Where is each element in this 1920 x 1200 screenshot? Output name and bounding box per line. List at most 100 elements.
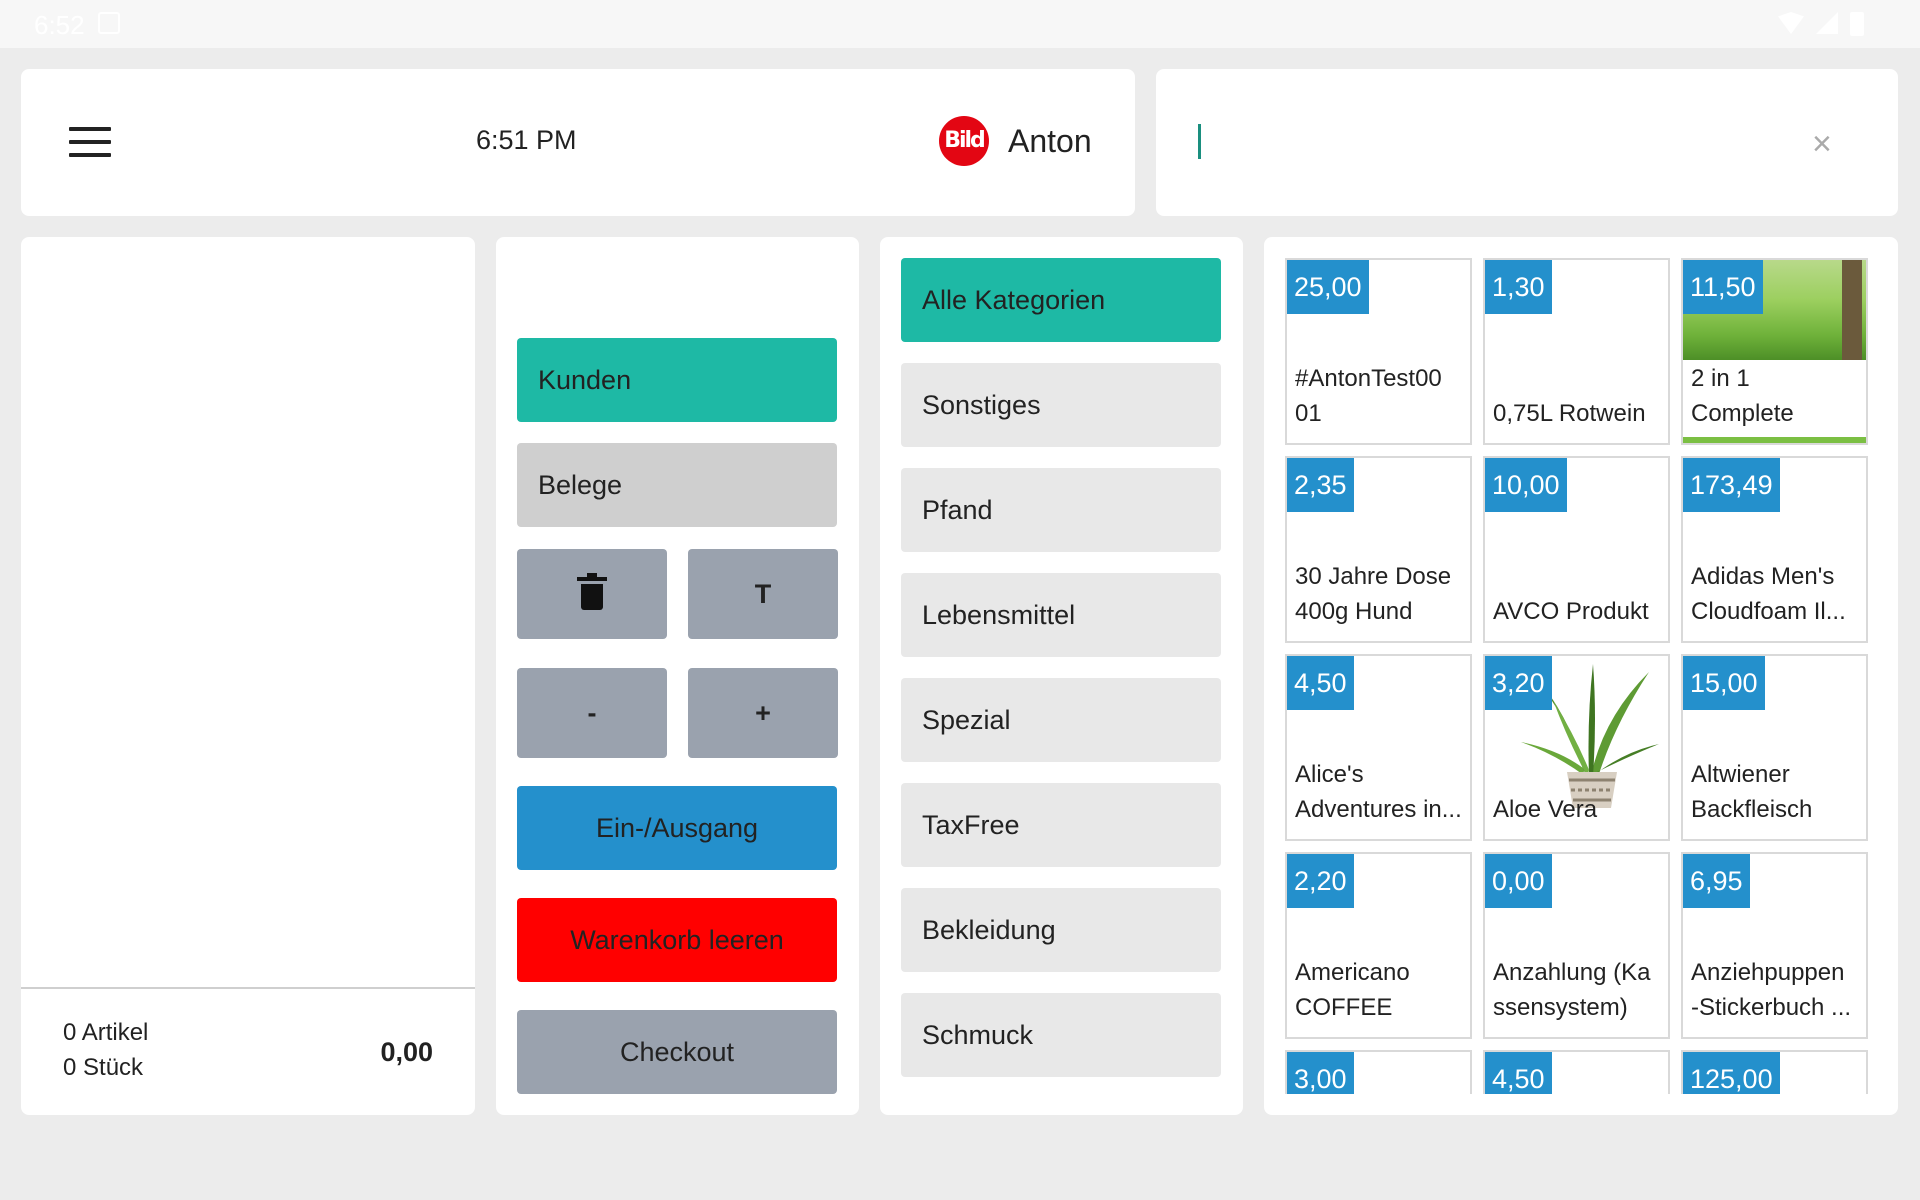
actions-panel: Kunden Belege T - + Ein-/Ausgang Warenko… [496,237,859,1115]
product-price: 11,50 [1683,260,1763,314]
delete-button[interactable] [517,549,667,639]
product-price: 4,50 [1485,1052,1552,1094]
search-panel: × [1156,69,1898,216]
categories-panel: Alle Kategorien Sonstiges Pfand Lebensmi… [880,237,1243,1115]
user-name[interactable]: Anton [1008,123,1092,159]
signal-icon [1816,12,1838,34]
aloe-plant-image [1521,664,1659,808]
status-bar: 6:52 [0,0,1920,48]
product-price: 25,00 [1287,260,1369,314]
category-taxfree[interactable]: TaxFree [901,783,1221,867]
product-tile[interactable]: 6,95 Anziehpuppen -Stickerbuch ... [1681,852,1868,1039]
product-name-line: Adidas Men's [1691,563,1835,590]
minus-button[interactable]: - [517,668,667,758]
product-tile[interactable]: 11,50 2 in 1 Complete [1681,258,1868,445]
product-name: Anziehpuppen -Stickerbuch ... [1691,955,1863,1025]
product-name: Americano COFFEE [1295,955,1467,1025]
product-price: 3,00 [1287,1052,1354,1094]
category-bekleidung[interactable]: Bekleidung [901,888,1221,972]
product-name: #AntonTest00 01 [1295,361,1467,431]
cart-piece-count: 0 Stück [63,1054,144,1081]
product-grid: 25,00 #AntonTest00 01 1,30 0,75L Rotwein… [1285,258,1879,1094]
search-input[interactable] [1196,117,1756,167]
product-name-line: Complete [1691,400,1794,427]
product-price: 0,00 [1485,854,1552,908]
product-price: 6,95 [1683,854,1750,908]
product-tile[interactable]: 15,00 Altwiener Backfleisch [1681,654,1868,841]
product-tile[interactable]: 2,35 30 Jahre Dose 400g Hund [1285,456,1472,643]
product-price: 15,00 [1683,656,1765,710]
product-name: Adidas Men's Cloudfoam Il... [1691,559,1863,629]
product-name-line: Backfleisch [1691,796,1813,823]
product-name: Aloe Vera [1493,792,1665,827]
product-name-line: AVCO Produkt [1493,598,1649,625]
screenshot-icon [98,12,120,34]
checkout-button[interactable]: Checkout [517,1010,837,1094]
product-name-line: Aloe Vera [1493,796,1598,823]
bild-logo: Bild [939,116,989,166]
kunden-button[interactable]: Kunden [517,338,837,422]
product-price: 2,20 [1287,854,1354,908]
product-tile[interactable]: 0,00 Anzahlung (Ka ssensystem) [1483,852,1670,1039]
product-name-line: 0,75L Rotwein [1493,400,1646,427]
wifi-icon [1778,12,1804,34]
product-tile[interactable]: 125,00 [1681,1050,1868,1094]
product-price: 1,30 [1485,260,1552,314]
products-panel: 25,00 #AntonTest00 01 1,30 0,75L Rotwein… [1264,237,1898,1115]
product-name-line: Americano [1295,959,1410,986]
product-tile[interactable]: 3,00 [1285,1050,1472,1094]
product-name: 30 Jahre Dose 400g Hund [1295,559,1467,629]
cart-article-count: 0 Artikel [63,1019,149,1046]
product-tile[interactable]: 4,50 [1483,1050,1670,1094]
cart-divider [21,987,475,989]
category-alle-kategorien[interactable]: Alle Kategorien [901,258,1221,342]
status-bar-time: 6:52 [34,10,85,40]
product-tile[interactable]: 3,20 Aloe Vera [1483,654,1670,841]
product-price: 2,35 [1287,458,1354,512]
product-image-strip [1683,437,1866,443]
product-name-line: Alice's [1295,761,1364,788]
product-name-line: #AntonTest00 [1295,365,1442,392]
product-price: 173,49 [1683,458,1780,512]
product-tile[interactable]: 1,30 0,75L Rotwein [1483,258,1670,445]
ein-ausgang-button[interactable]: Ein-/Ausgang [517,786,837,870]
close-icon[interactable]: × [1812,125,1832,163]
product-name-line: 01 [1295,400,1322,427]
category-spezial[interactable]: Spezial [901,678,1221,762]
hamburger-menu-icon[interactable] [69,127,111,157]
product-name: AVCO Produkt [1493,594,1665,629]
category-pfand[interactable]: Pfand [901,468,1221,552]
product-price: 3,20 [1485,656,1552,710]
product-price: 10,00 [1485,458,1567,512]
product-price: 125,00 [1683,1052,1780,1094]
header-time: 6:51 PM [476,125,577,155]
text-button[interactable]: T [688,549,838,639]
product-tile[interactable]: 25,00 #AntonTest00 01 [1285,258,1472,445]
product-name-line: COFFEE [1295,994,1393,1021]
plus-button[interactable]: + [688,668,838,758]
category-lebensmittel[interactable]: Lebensmittel [901,573,1221,657]
product-name-line: Altwiener [1691,761,1790,788]
header-panel: 6:51 PM Bild Anton [21,69,1135,216]
product-name-line: 30 Jahre Dose [1295,563,1452,590]
warenkorb-leeren-button[interactable]: Warenkorb leeren [517,898,837,982]
product-name: 0,75L Rotwein [1493,396,1665,431]
belege-button[interactable]: Belege [517,443,837,527]
product-name: Alice's Adventures in... [1295,757,1467,827]
trash-icon [577,573,607,610]
product-tile[interactable]: 4,50 Alice's Adventures in... [1285,654,1472,841]
product-tile[interactable]: 173,49 Adidas Men's Cloudfoam Il... [1681,456,1868,643]
product-name-line: -Stickerbuch ... [1691,994,1852,1021]
product-name-line: 2 in 1 [1691,365,1750,392]
product-tile[interactable]: 10,00 AVCO Produkt [1483,456,1670,643]
category-sonstiges[interactable]: Sonstiges [901,363,1221,447]
product-tile[interactable]: 2,20 Americano COFFEE [1285,852,1472,1039]
product-name: Altwiener Backfleisch [1691,757,1863,827]
product-name-line: Anzahlung (Ka [1493,959,1651,986]
text-cursor [1198,124,1201,159]
product-name-line: 400g Hund [1295,598,1413,625]
category-schmuck[interactable]: Schmuck [901,993,1221,1077]
product-name-line: Cloudfoam Il... [1691,598,1846,625]
battery-icon [1850,12,1864,36]
product-price: 4,50 [1287,656,1354,710]
